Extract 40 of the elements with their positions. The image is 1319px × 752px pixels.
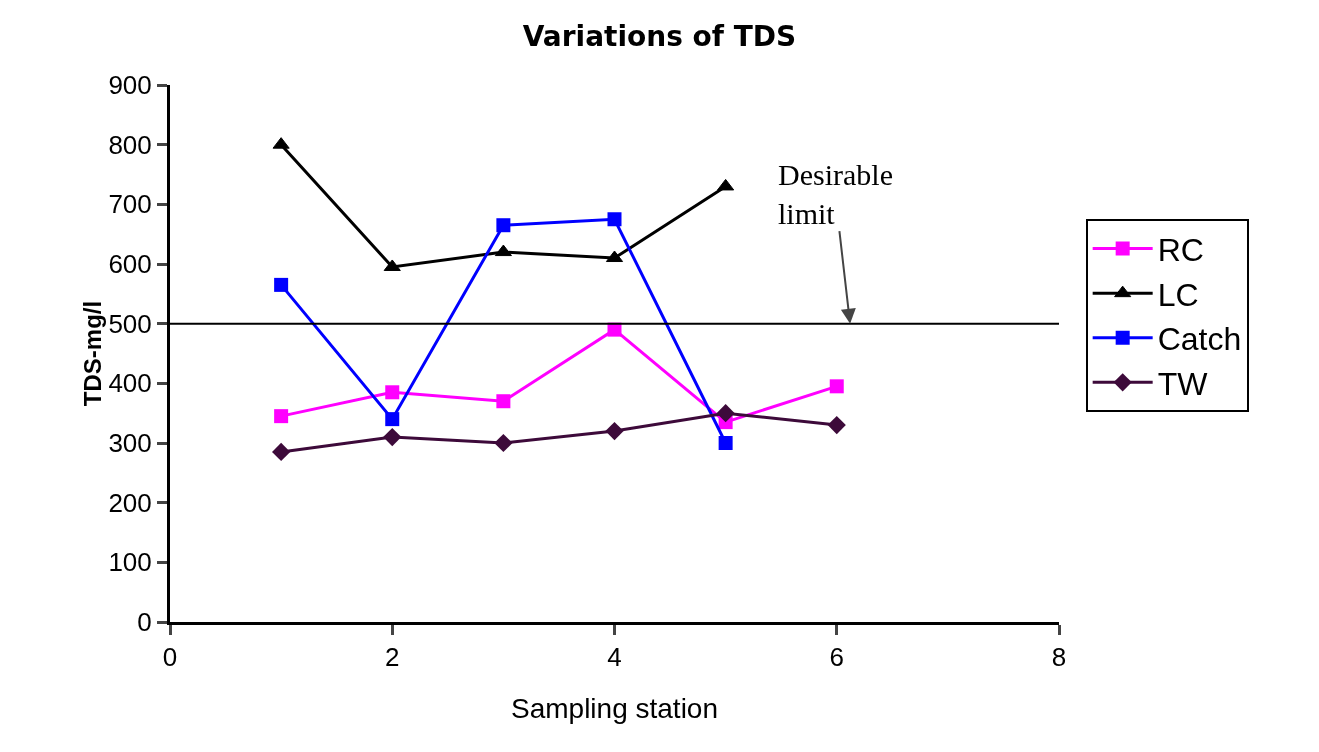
y-tick-label: 700 [108, 189, 152, 220]
y-tick-label: 200 [108, 487, 152, 518]
x-tick-label: 2 [385, 642, 400, 673]
y-axis-title: TDS-mg/l [79, 300, 107, 407]
point [827, 416, 846, 435]
point [274, 409, 289, 424]
point [385, 412, 400, 427]
legend-label: Catch [1157, 321, 1242, 358]
legend-label: TW [1157, 365, 1209, 402]
x-tick-label: 6 [829, 642, 844, 673]
point [718, 436, 733, 450]
legend-label: RC [1157, 232, 1204, 269]
point [385, 385, 400, 400]
point [274, 277, 289, 292]
legend-label: LC [1157, 276, 1199, 313]
ref-line-label: Desirable limit [778, 158, 893, 230]
point [496, 394, 511, 409]
point [717, 178, 735, 191]
point [496, 218, 511, 233]
y-tick-label: 100 [108, 547, 152, 578]
y-tick-label: 500 [108, 308, 152, 339]
y-tick-label: 300 [108, 428, 152, 459]
x-tick-label: 0 [162, 642, 178, 673]
chart-title: Variations of TDS [522, 19, 797, 53]
point [272, 442, 291, 462]
point [607, 212, 622, 227]
y-tick-label: 0 [137, 607, 152, 638]
y-tick-label: 800 [108, 129, 152, 160]
x-tick-label: 4 [607, 642, 622, 673]
x-axis-title: Sampling station [510, 693, 719, 724]
point [383, 427, 402, 447]
point [494, 433, 513, 453]
point [605, 421, 624, 441]
y-tick-label: 400 [108, 368, 152, 399]
y-tick-label: 600 [108, 249, 152, 280]
point [829, 379, 844, 394]
point [716, 404, 735, 423]
x-tick-label: 8 [1051, 642, 1067, 673]
point [494, 244, 512, 257]
y-tick-label: 900 [108, 70, 152, 101]
